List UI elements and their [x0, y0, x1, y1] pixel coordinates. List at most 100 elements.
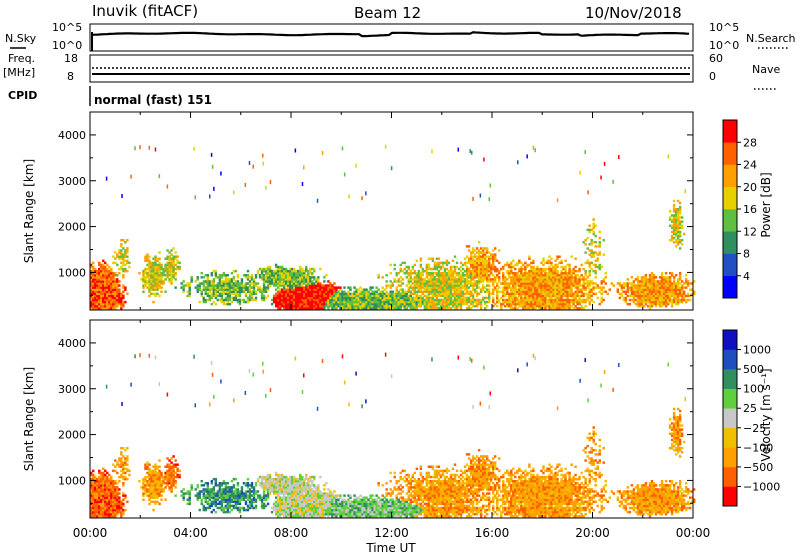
- velocity-cell: [182, 492, 185, 495]
- power-cell: [485, 251, 489, 254]
- velocity-cell: [180, 490, 183, 493]
- power-cell: [562, 302, 565, 306]
- power-cell: [307, 274, 310, 277]
- power-cell: [313, 278, 316, 281]
- power-cell: [325, 296, 328, 300]
- power-cell: [540, 286, 543, 289]
- power-cell: [325, 286, 328, 289]
- power-cell: [520, 296, 523, 300]
- power-cell: [568, 290, 571, 293]
- velocity-cell: [112, 508, 115, 512]
- power-cell: [465, 276, 469, 279]
- power-cell: [274, 280, 278, 283]
- power-cell: [208, 284, 211, 287]
- power-cell: [572, 280, 575, 283]
- power-cell: [640, 302, 644, 306]
- power-cell: [174, 274, 177, 277]
- power-cell: [449, 290, 453, 293]
- power-cell: [216, 284, 220, 287]
- power-cell: [449, 298, 453, 302]
- power-cell: [114, 271, 117, 275]
- power-cell: [220, 280, 224, 283]
- power-cell: [674, 302, 678, 306]
- power-cell: [666, 302, 670, 306]
- power-cell: [96, 292, 99, 296]
- power-cell: [345, 294, 348, 298]
- power-cell: [266, 265, 270, 269]
- power-cell: [455, 271, 459, 275]
- power-cell: [570, 294, 573, 298]
- power-cell: [554, 278, 557, 281]
- power-cell: [518, 300, 521, 304]
- power-cell: [341, 307, 344, 310]
- velocity-cell: [142, 479, 145, 483]
- power-cell: [514, 284, 517, 287]
- velocity-cell: [144, 465, 147, 468]
- power-cell: [447, 294, 451, 298]
- power-cell: [214, 284, 218, 287]
- velocity-cell: [154, 490, 157, 493]
- power-cell: [341, 300, 344, 304]
- power-cell: [94, 278, 97, 281]
- power-cell: [301, 294, 304, 298]
- velocity-cell: [164, 471, 167, 475]
- velocity-cell: [124, 508, 127, 512]
- power-cell: [413, 307, 417, 310]
- power-cell: [124, 251, 127, 254]
- power-cell: [524, 298, 527, 302]
- power-cell: [666, 298, 670, 302]
- power-cell: [650, 292, 654, 296]
- power-cell: [361, 300, 364, 304]
- power-cell: [154, 259, 157, 263]
- power-cell: [536, 286, 539, 289]
- power-cell: [465, 274, 469, 277]
- power-cell: [250, 286, 254, 289]
- power-cell: [560, 261, 563, 265]
- power-cell: [236, 292, 240, 296]
- power-cell: [311, 276, 314, 279]
- power-cell: [105, 176, 108, 181]
- velocity-cell: [170, 473, 173, 477]
- power-cell: [670, 230, 674, 234]
- power-cell: [552, 269, 555, 273]
- velocity-cell: [152, 500, 155, 504]
- power-cell: [104, 307, 107, 310]
- power-cell: [470, 150, 473, 155]
- power-cell: [407, 271, 410, 275]
- power-cell: [532, 274, 535, 277]
- power-cell: [282, 302, 286, 306]
- velocity-cell: [106, 494, 109, 497]
- power-cell: [274, 278, 278, 281]
- power-cell: [425, 307, 429, 310]
- velocity-cell: [110, 508, 113, 512]
- power-cell: [592, 292, 595, 296]
- power-cell: [457, 276, 461, 279]
- power-cell: [114, 296, 117, 300]
- power-cell: [570, 269, 573, 273]
- velocity-cell: [154, 486, 157, 489]
- power-cell: [254, 274, 258, 277]
- power-cell: [333, 282, 336, 285]
- power-cell: [574, 280, 577, 283]
- power-cell: [303, 165, 305, 170]
- power-cell: [266, 288, 270, 291]
- power-cell: [144, 278, 147, 281]
- power-cell: [379, 294, 382, 298]
- power-cell: [284, 302, 288, 306]
- power-cell: [666, 300, 670, 304]
- power-cell: [389, 263, 392, 267]
- power-cell: [226, 282, 230, 285]
- power-cell: [94, 276, 97, 279]
- power-cell: [198, 282, 201, 285]
- power-cell: [602, 280, 605, 283]
- power-cell: [570, 276, 573, 279]
- power-cell: [347, 298, 350, 302]
- power-cell: [616, 290, 620, 293]
- power-cell: [489, 292, 493, 296]
- power-cell: [98, 296, 101, 300]
- power-cell: [274, 304, 278, 308]
- power-cell: [471, 278, 475, 281]
- power-cell: [295, 278, 298, 281]
- velocity-cell: [178, 473, 181, 477]
- power-cell: [668, 238, 672, 242]
